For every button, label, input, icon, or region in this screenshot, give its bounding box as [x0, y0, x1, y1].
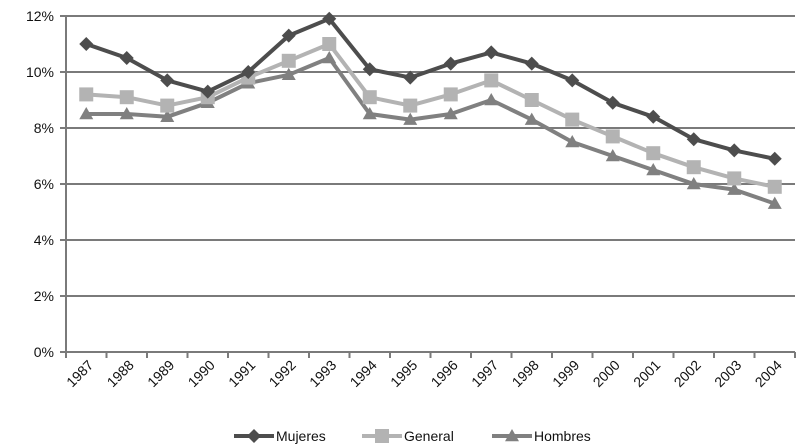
- axes: [60, 15, 796, 358]
- y-tick-label: 6%: [34, 176, 54, 192]
- data-point: [605, 149, 620, 162]
- legend-label: Mujeres: [276, 428, 326, 444]
- data-point: [565, 135, 580, 148]
- x-tick-label: 2001: [630, 357, 663, 390]
- data-point: [362, 62, 377, 77]
- x-tick-label: 1996: [428, 357, 461, 390]
- x-tick-label: 1990: [185, 357, 218, 390]
- data-point: [160, 98, 175, 113]
- series-line: [86, 56, 776, 206]
- x-tick-label: 2004: [752, 357, 785, 390]
- legend: Mujeres General Hombres: [234, 428, 591, 444]
- data-point: [241, 65, 256, 79]
- x-tick-label: 2000: [590, 357, 623, 390]
- data-point: [160, 109, 175, 123]
- data-point: [565, 112, 580, 127]
- data-point: [686, 132, 701, 147]
- data-point: [281, 67, 296, 81]
- x-tick-label: 1997: [468, 357, 501, 390]
- data-point: [686, 160, 701, 175]
- x-tick-label: 1987: [63, 357, 96, 390]
- series-hombres: [79, 51, 782, 209]
- series-general: [79, 37, 782, 194]
- data-point: [443, 56, 458, 71]
- data-point: [79, 87, 94, 102]
- x-tick-label: 1989: [144, 357, 177, 390]
- data-point: [322, 37, 337, 51]
- data-point: [646, 109, 661, 124]
- data-series: [79, 11, 782, 209]
- x-tick-label: 1994: [347, 357, 380, 390]
- data-point: [362, 90, 377, 105]
- legend-marker: [505, 429, 519, 442]
- data-point: [605, 129, 620, 144]
- data-point: [727, 171, 742, 186]
- data-point: [443, 107, 458, 120]
- data-point: [281, 28, 296, 43]
- data-point: [119, 51, 134, 65]
- data-point: [403, 112, 418, 125]
- data-point: [79, 107, 94, 120]
- y-tick-label: 8%: [34, 120, 54, 136]
- data-point: [767, 179, 782, 194]
- data-point: [160, 73, 175, 88]
- data-point: [119, 107, 134, 120]
- legend-label: General: [404, 428, 454, 444]
- data-point: [362, 107, 377, 120]
- y-tick-label: 0%: [34, 344, 54, 360]
- y-tick-label: 4%: [34, 232, 54, 248]
- y-tick-label: 2%: [34, 288, 54, 304]
- x-tick-label: 1988: [104, 357, 137, 390]
- data-point: [565, 73, 580, 88]
- x-tick-label: 1993: [306, 357, 339, 390]
- data-point: [524, 112, 539, 125]
- data-point: [322, 11, 337, 26]
- data-point: [119, 90, 134, 105]
- y-tick-label: 12%: [26, 8, 54, 24]
- x-tick-label: 1995: [387, 357, 420, 390]
- x-tick-label: 2002: [671, 357, 704, 390]
- legend-marker: [247, 429, 261, 443]
- data-point: [646, 163, 661, 176]
- series-mujeres: [79, 11, 782, 166]
- gridlines: [66, 15, 795, 353]
- data-point: [200, 84, 215, 99]
- legend-item-hombres: Hombres: [492, 428, 591, 444]
- data-point: [484, 93, 499, 106]
- data-point: [524, 93, 539, 107]
- legend-marker: [375, 429, 389, 443]
- series-line: [85, 16, 776, 161]
- data-point: [727, 182, 742, 195]
- legend-item-general: General: [362, 428, 454, 444]
- data-point: [79, 37, 94, 51]
- legend-label: Hombres: [534, 428, 591, 444]
- data-point: [322, 51, 337, 64]
- y-tick-labels: 0% 2% 4% 6% 8% 10% 12%: [26, 8, 54, 360]
- data-point: [524, 56, 539, 71]
- data-point: [605, 95, 620, 110]
- legend-item-mujeres: Mujeres: [234, 428, 326, 444]
- data-point: [281, 53, 296, 68]
- x-tick-label: 1992: [266, 357, 299, 390]
- data-point: [403, 98, 418, 113]
- data-point: [403, 70, 418, 85]
- data-point: [727, 143, 742, 158]
- data-point: [686, 177, 701, 190]
- x-tick-label: 1998: [509, 357, 542, 390]
- x-tick-label: 1999: [549, 357, 582, 390]
- data-point: [484, 45, 499, 60]
- x-tick-labels: 1987 1988 1989 1990 1991 1992 1993 1994 1995 1996…: [63, 357, 785, 390]
- x-tick-label: 1991: [225, 357, 258, 390]
- y-tick-label: 10%: [26, 64, 54, 80]
- data-point: [767, 196, 782, 209]
- data-point: [484, 73, 499, 88]
- x-tick-label: 2003: [711, 357, 744, 390]
- data-point: [767, 151, 782, 166]
- data-point: [443, 87, 458, 102]
- data-point: [646, 146, 661, 161]
